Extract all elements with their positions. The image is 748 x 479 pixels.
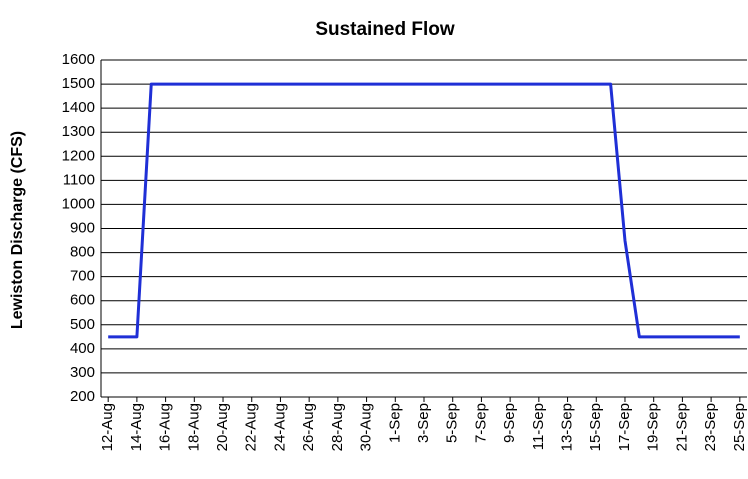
y-tick-label: 500 [70,316,95,333]
y-tick-label: 1400 [62,99,95,116]
chart-title: Sustained Flow [315,19,455,40]
y-tick-label: 1600 [62,51,95,68]
x-tick-label: 12-Aug [99,403,116,451]
x-tick-label: 24-Aug [271,403,288,451]
x-tick-label: 1-Sep [386,403,403,443]
x-tick-label: 19-Sep [645,403,662,451]
x-tick-label: 25-Sep [731,403,748,451]
x-tick-label: 28-Aug [329,403,346,451]
x-tick-label: 15-Sep [587,403,604,451]
x-tick-label: 7-Sep [472,403,489,443]
y-tick-label: 1100 [63,171,95,188]
y-axis-label: Lewiston Discharge (CFS) [9,131,26,329]
x-tick-label: 30-Aug [358,403,375,451]
x-tick-label: 17-Sep [616,403,633,451]
x-tick-label: 14-Aug [128,403,145,451]
y-tick-label: 1300 [62,123,95,140]
y-tick-label: 1200 [62,147,95,164]
x-tick-label: 20-Aug [214,403,231,451]
x-tick-label: 9-Sep [501,403,518,443]
y-tick-label: 1000 [62,195,95,212]
x-tick-label: 3-Sep [415,403,432,443]
y-tick-label: 200 [70,388,95,405]
x-tick-label: 16-Aug [157,403,174,451]
x-tick-label: 22-Aug [243,403,260,451]
x-tick-label: 21-Sep [673,403,690,451]
x-tick-label: 5-Sep [444,403,461,443]
y-tick-label: 600 [70,292,95,309]
y-tick-label: 700 [70,268,95,285]
x-tick-label: 13-Sep [559,403,576,451]
data-line [108,82,740,339]
y-tick-label: 1500 [62,75,95,92]
y-tick-label: 400 [70,340,95,357]
x-tick-label: 11-Sep [530,403,547,450]
x-tick-label: 18-Aug [185,403,202,451]
x-tick-label: 26-Aug [300,403,317,451]
y-tick-label: 800 [70,244,95,261]
x-tick-label: 23-Sep [702,403,719,451]
y-tick-label: 900 [70,219,95,236]
y-tick-label: 300 [70,364,95,381]
